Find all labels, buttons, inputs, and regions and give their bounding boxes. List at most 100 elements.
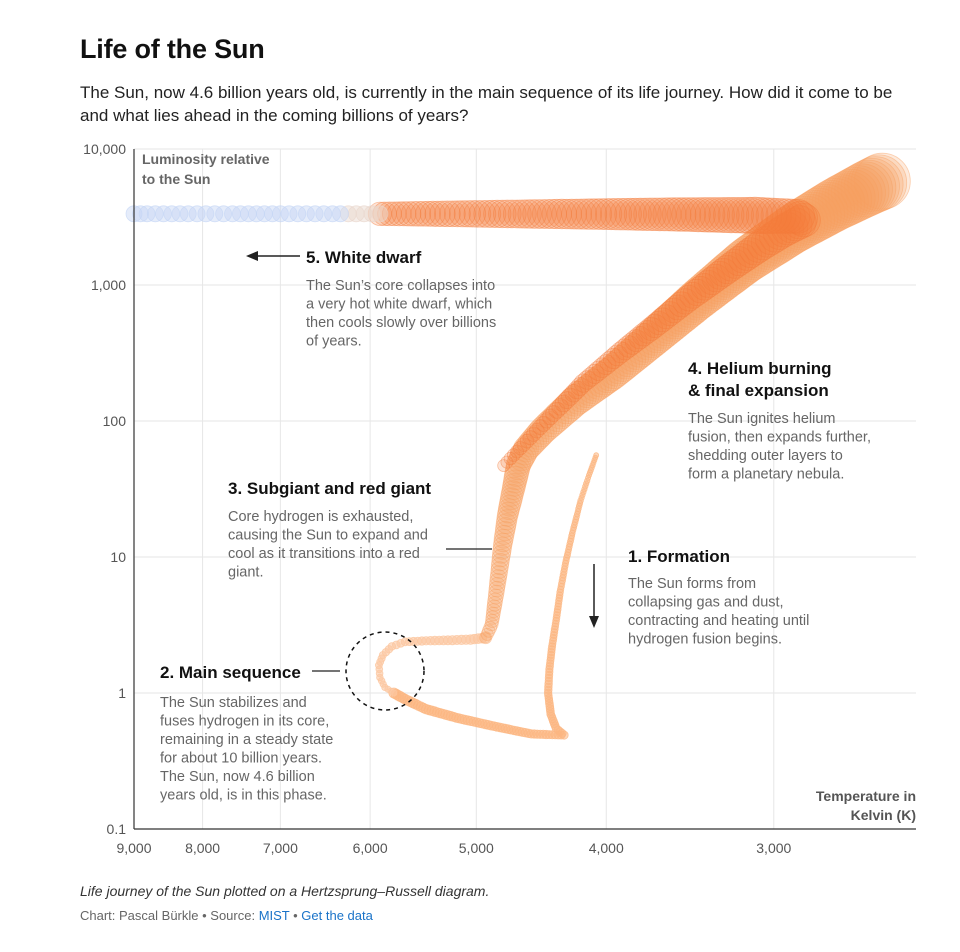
helium-burning-marker xyxy=(488,199,517,229)
helium-burning-marker xyxy=(705,260,734,290)
red-giant-marker xyxy=(490,565,508,583)
helium-burning-marker xyxy=(536,198,567,229)
red-giant-marker xyxy=(489,573,507,591)
red-giant-annotation-text: causing the Sun to expand and xyxy=(228,528,428,544)
helium-burning-marker xyxy=(775,198,811,234)
red-giant-marker xyxy=(771,201,822,252)
red-giant-marker xyxy=(731,231,779,279)
red-giant-marker xyxy=(548,396,579,427)
red-giant-marker xyxy=(542,402,573,433)
main-sequence-annotation-title: 2. Main sequence xyxy=(160,663,301,682)
red-giant-marker xyxy=(565,380,597,413)
helium-burning-annotation-text: The Sun ignites helium xyxy=(688,411,836,427)
helium-burning-marker xyxy=(783,200,818,236)
helium-burning-marker xyxy=(770,212,805,246)
helium-burning-marker xyxy=(765,198,802,234)
helium-burning-marker xyxy=(683,278,711,306)
red-giant-marker xyxy=(627,325,665,363)
helium-burning-marker xyxy=(717,197,754,234)
formation-annotation-title: 1. Formation xyxy=(628,547,730,566)
red-giant-marker xyxy=(685,271,728,314)
helium-burning-marker xyxy=(468,200,497,228)
red-giant-marker xyxy=(743,221,792,270)
red-giant-annotation-text: giant. xyxy=(228,565,263,581)
helium-burning-marker xyxy=(786,203,821,238)
white-dwarf-marker xyxy=(224,205,241,223)
red-giant-marker xyxy=(494,524,515,545)
helium-burning-annotation-text: form a planetary nebula. xyxy=(688,467,844,483)
helium-burning-marker xyxy=(517,199,547,229)
helium-burning-marker xyxy=(712,197,750,234)
helium-burning-marker xyxy=(638,197,672,231)
red-giant-marker xyxy=(487,592,504,609)
red-giant-marker xyxy=(629,322,668,361)
helium-burning-marker xyxy=(497,459,511,473)
helium-burning-marker xyxy=(736,196,774,234)
white-dwarf-marker xyxy=(315,205,333,223)
helium-burning-marker xyxy=(545,405,562,423)
white-dwarf-annotation-text: then cools slowly over billions xyxy=(306,315,496,331)
red-giant-marker xyxy=(495,513,517,534)
red-giant-marker xyxy=(488,580,506,598)
x-tick-label: 5,000 xyxy=(459,840,494,856)
red-giant-marker xyxy=(490,561,509,579)
red-giant-marker xyxy=(488,576,506,594)
helium-burning-marker xyxy=(606,344,628,367)
x-axis-title-line1: Temperature in xyxy=(816,788,916,804)
helium-burning-marker xyxy=(580,198,613,230)
source-link[interactable]: MIST xyxy=(258,908,290,923)
helium-burning-marker xyxy=(541,408,559,426)
x-tick-label: 9,000 xyxy=(116,840,151,856)
red-giant-marker xyxy=(502,473,527,497)
helium-burning-marker xyxy=(532,199,562,229)
red-giant-marker xyxy=(489,569,507,587)
helium-burning-marker xyxy=(592,357,613,378)
helium-burning-marker xyxy=(767,214,801,248)
helium-burning-marker xyxy=(720,248,750,279)
red-giant-marker xyxy=(638,315,677,354)
red-giant-marker xyxy=(668,286,710,328)
helium-burning-marker xyxy=(551,398,569,416)
red-giant-marker xyxy=(493,532,513,553)
red-giant-marker xyxy=(654,299,695,340)
helium-burning-marker xyxy=(551,198,582,230)
red-giant-marker xyxy=(515,433,542,460)
red-giant-marker xyxy=(843,157,900,214)
helium-burning-marker xyxy=(657,300,683,327)
white-dwarf-marker xyxy=(132,205,149,223)
white-dwarf-marker xyxy=(324,205,341,223)
helium-burning-marker xyxy=(400,201,427,227)
red-giant-marker xyxy=(599,351,634,387)
red-giant-marker xyxy=(847,156,904,213)
main-sequence-annotation-text: remaining in a steady state xyxy=(160,732,333,748)
chart-gridlines xyxy=(133,148,916,830)
white-dwarf-annotation-text: The Sun’s core collapses into xyxy=(306,278,495,294)
helium-burning-marker xyxy=(372,201,397,227)
white-dwarf-arrowhead xyxy=(246,251,258,261)
red-giant-marker xyxy=(808,178,862,232)
red-giant-marker xyxy=(482,624,496,638)
helium-burning-marker xyxy=(639,316,664,341)
helium-burning-marker xyxy=(463,200,492,228)
helium-burning-marker xyxy=(478,199,507,228)
helium-burning-marker xyxy=(746,228,779,261)
red-giant-marker xyxy=(508,445,535,472)
x-tick-label: 7,000 xyxy=(263,840,298,856)
red-giant-marker xyxy=(665,289,707,330)
red-giant-marker xyxy=(722,238,769,285)
red-giant-marker xyxy=(713,245,760,291)
red-giant-marker xyxy=(570,376,603,409)
helium-burning-marker xyxy=(516,437,531,452)
helium-burning-marker xyxy=(699,197,735,233)
helium-burning-marker xyxy=(628,197,662,231)
red-giant-marker xyxy=(511,439,538,466)
helium-burning-marker xyxy=(609,197,642,231)
helium-burning-marker xyxy=(708,257,738,287)
red-giant-marker xyxy=(492,540,512,560)
red-giant-marker xyxy=(553,391,585,422)
helium-burning-marker xyxy=(532,419,549,436)
red-giant-marker xyxy=(562,383,594,415)
red-giant-marker xyxy=(759,210,809,260)
get-data-link[interactable]: Get the data xyxy=(301,908,373,923)
helium-burning-marker xyxy=(628,326,652,350)
